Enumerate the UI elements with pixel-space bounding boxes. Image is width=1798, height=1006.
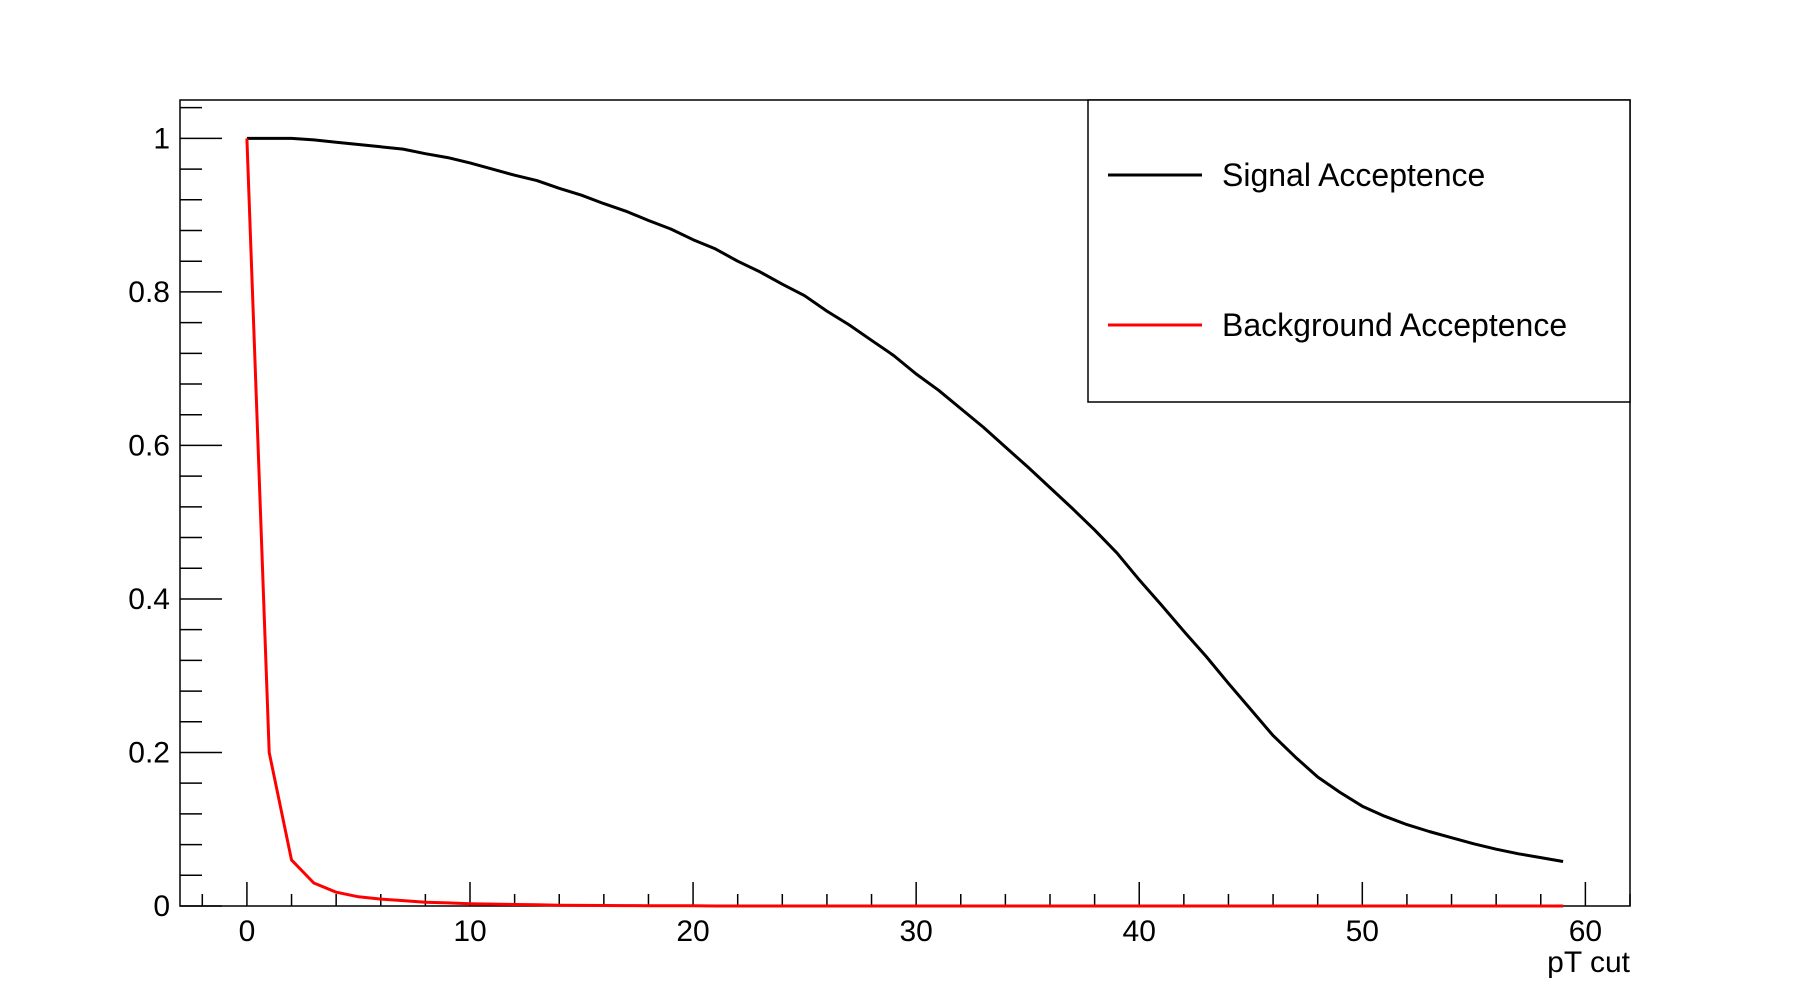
x-tick-label: 10 [453,915,486,948]
legend-label-signal: Signal Acceptence [1222,157,1485,193]
y-tick-label: 0.6 [128,429,170,462]
y-tick-label: 0.2 [128,736,170,769]
y-tick-label: 1 [153,122,170,155]
series-line-signal [246,136,1564,863]
x-tick-label: 0 [239,915,256,948]
legend: Signal Acceptence Background Acceptence [1087,99,1631,403]
x-axis-title: pT cut [1547,946,1630,979]
ticks-layer: 0 10 20 30 40 50 60 0 0.2 0.4 0.6 0.8 1 [128,106,1631,948]
x-tick-label: 40 [1123,915,1156,948]
x-tick-label: 20 [676,915,709,948]
y-tick-label: 0.8 [128,276,170,309]
x-tick-label: 50 [1346,915,1379,948]
series-layer [245,136,1564,908]
legend-label-background: Background Acceptence [1222,307,1567,343]
x-tick-label: 30 [899,915,932,948]
y-tick-label: 0 [153,890,170,923]
legend-box [1087,99,1631,403]
series-line-background [245,138,1564,908]
x-tick-label: 60 [1569,915,1602,948]
y-tick-label: 0.4 [128,583,170,616]
